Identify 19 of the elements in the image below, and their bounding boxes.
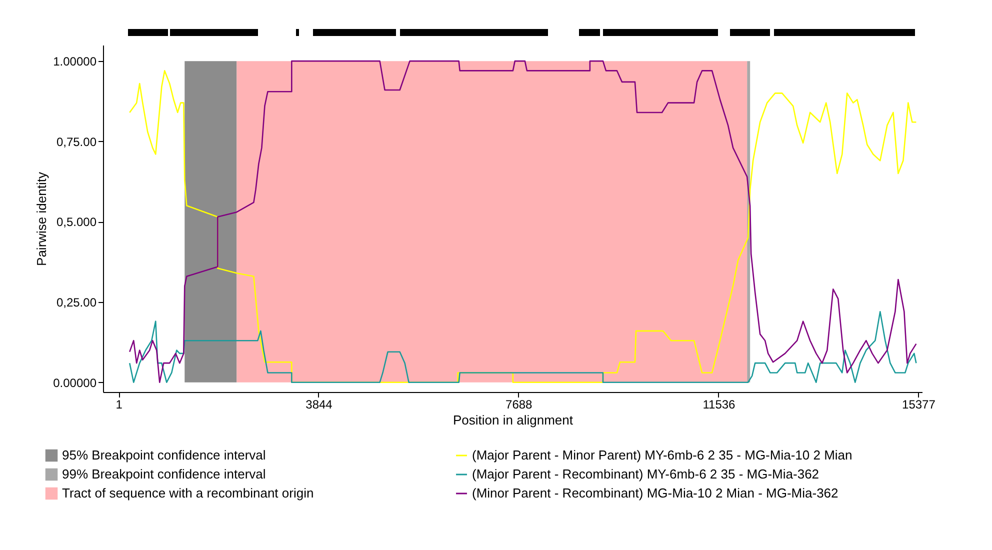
y-tick-label: 1.00000 [53,54,97,69]
legend-label: (Major Parent - Minor Parent) MY-6mb-6 2 35 - MG-Mia-10 2 Mian [472,448,852,462]
y-tick-label: 0,25.00 [56,296,97,310]
legend-label: 99% Breakpoint confidence interval [62,466,266,482]
y-tick-label: 0.00000 [53,376,97,390]
legend-label: 95% Breakpoint confidence interval [62,448,266,462]
x-tick-label: 7688 [506,398,533,412]
y-axis-title: Pairwise identity [34,172,50,266]
line-series [128,311,917,384]
legend-label: (Minor Parent - Recombinant) MG-Mia-10 2 Mian - MG-Mia-362 [472,486,838,500]
x-tick-label: 11536 [702,398,736,412]
x-tick-label: 15377 [902,398,936,412]
legend-label: Tract of sequence with a recombinant origin [62,486,314,500]
x-tick-label: 3844 [306,398,333,412]
y-tick-label: 0,5.000 [56,215,97,230]
x-tick-label: 1 [116,398,123,412]
legend-label: (Major Parent - Recombinant) MY-6mb-6 2 35 - MG-Mia-362 [472,466,820,482]
x-axis-title: Position in alignment [453,412,574,428]
y-tick-label: 0,75.00 [56,134,97,149]
